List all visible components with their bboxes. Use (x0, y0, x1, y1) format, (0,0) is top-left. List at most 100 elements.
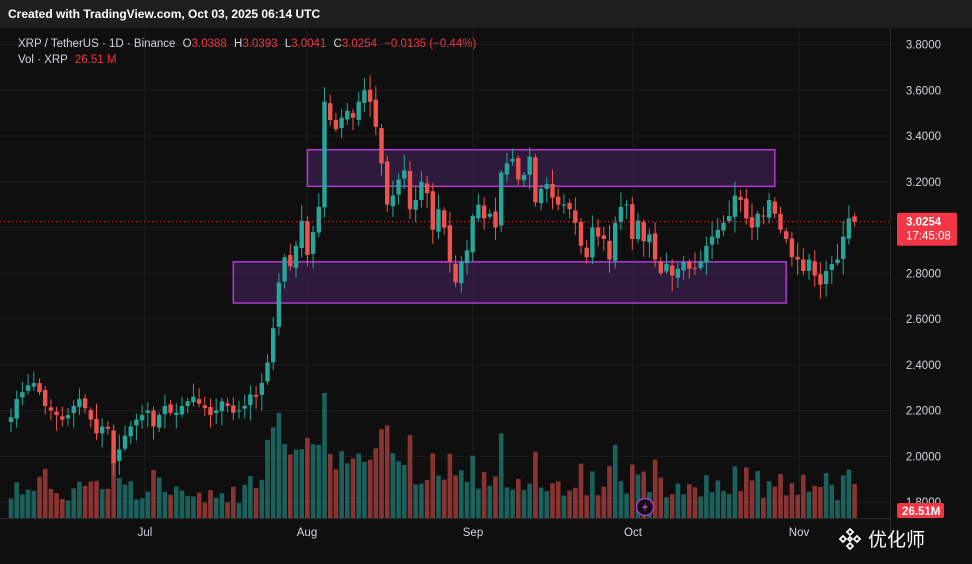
y-tick-label: 3.6000 (906, 85, 941, 97)
volume-label[interactable]: Vol · XRP (18, 54, 68, 66)
volume-bar (573, 487, 578, 518)
volume-bar (333, 469, 339, 518)
candle-body (88, 410, 93, 420)
volume-bar (533, 451, 538, 518)
candle-body (48, 407, 54, 411)
candle-body (43, 390, 48, 406)
volume-bar (105, 488, 111, 518)
candle-body (761, 215, 766, 217)
volume-bar (139, 498, 145, 518)
candle-body (561, 204, 567, 206)
volume-bar (310, 444, 316, 518)
candle-body (407, 171, 413, 210)
volume-bar (77, 481, 82, 518)
candle-body (310, 232, 316, 254)
watermark: 优化师 (838, 525, 925, 552)
candle-body (442, 210, 447, 228)
candle-body (835, 259, 840, 264)
volume-bar (567, 490, 572, 518)
candle-body (134, 419, 139, 426)
candle-body (687, 261, 692, 269)
volume-bar (715, 480, 721, 518)
volume-bar (305, 437, 310, 518)
candle-body (333, 119, 339, 130)
candle-body (419, 181, 424, 200)
candle-body (322, 101, 327, 208)
candle-body (841, 236, 846, 259)
candle-body (459, 261, 464, 284)
candle-body (122, 435, 128, 449)
volume-bar (504, 487, 510, 518)
volume-bar (681, 494, 686, 518)
candle-body (339, 117, 344, 129)
candle-body (385, 161, 390, 205)
x-tick-label: Oct (624, 527, 643, 539)
volume-bar (179, 490, 185, 518)
volume-bar (54, 493, 59, 518)
volume-bar (481, 472, 487, 518)
ohlc-row: XRP / TetherUS · 1D · Binance O3.0388 H3… (18, 36, 476, 52)
candle-body (214, 410, 219, 414)
y-tick-label: 2.8000 (906, 268, 941, 280)
volume-bar (612, 444, 618, 518)
volume-bar (8, 498, 14, 518)
volume-bar (407, 435, 413, 518)
volume-tag (897, 503, 944, 518)
volume-bar (744, 467, 749, 518)
candle-body (556, 196, 561, 205)
last-price-value: 3.0254 (906, 217, 942, 229)
volume-bar (94, 480, 99, 518)
candle-body (168, 404, 173, 413)
candle-body (20, 392, 25, 398)
candle-body (692, 267, 698, 269)
candle-body (772, 201, 777, 214)
candle-body (829, 264, 834, 270)
candle-body (191, 396, 196, 403)
volume-bar (282, 444, 287, 518)
high-value: 3.0393 (242, 38, 278, 50)
volume-bar (601, 486, 607, 518)
candle-body (242, 405, 247, 409)
volume-bar (236, 503, 242, 518)
volume-bar (527, 483, 532, 518)
volume-bar (299, 449, 304, 518)
volume-bar (396, 461, 401, 518)
volume-bar (459, 470, 464, 518)
candle-body (60, 416, 65, 420)
candle-body (390, 195, 396, 207)
volume-bar (806, 491, 812, 518)
candle-body (356, 101, 361, 120)
candle-body (510, 158, 515, 162)
volume-bar (630, 464, 635, 518)
candle-body (413, 200, 418, 210)
candle-body (328, 103, 333, 120)
candle-body (151, 410, 156, 427)
candle-body (584, 247, 589, 258)
candle-body (521, 174, 527, 181)
volume-bar (265, 439, 270, 518)
y-tick-label: 2.6000 (906, 314, 941, 326)
volume-bar (191, 496, 196, 518)
candle-body (350, 112, 356, 118)
volume-bar (390, 453, 396, 518)
candle-body (271, 328, 276, 363)
symbol-label[interactable]: XRP / TetherUS · 1D · Binance (18, 38, 176, 50)
volume-bar (248, 476, 253, 518)
candle-body (288, 254, 293, 267)
candle-body (578, 221, 584, 246)
volume-bar (732, 466, 738, 518)
candle-body (105, 426, 111, 429)
candle-body (436, 209, 441, 232)
volume-bar (122, 484, 128, 518)
candle-body (157, 415, 162, 428)
candle-body (94, 418, 99, 434)
candle-body (179, 405, 185, 415)
candle-body (25, 385, 31, 391)
candle-body (721, 222, 726, 231)
candle-body (749, 217, 755, 228)
candle-body (8, 417, 14, 422)
volume-bar (145, 491, 151, 518)
candle-body (738, 196, 743, 201)
volume-bar (14, 482, 19, 518)
